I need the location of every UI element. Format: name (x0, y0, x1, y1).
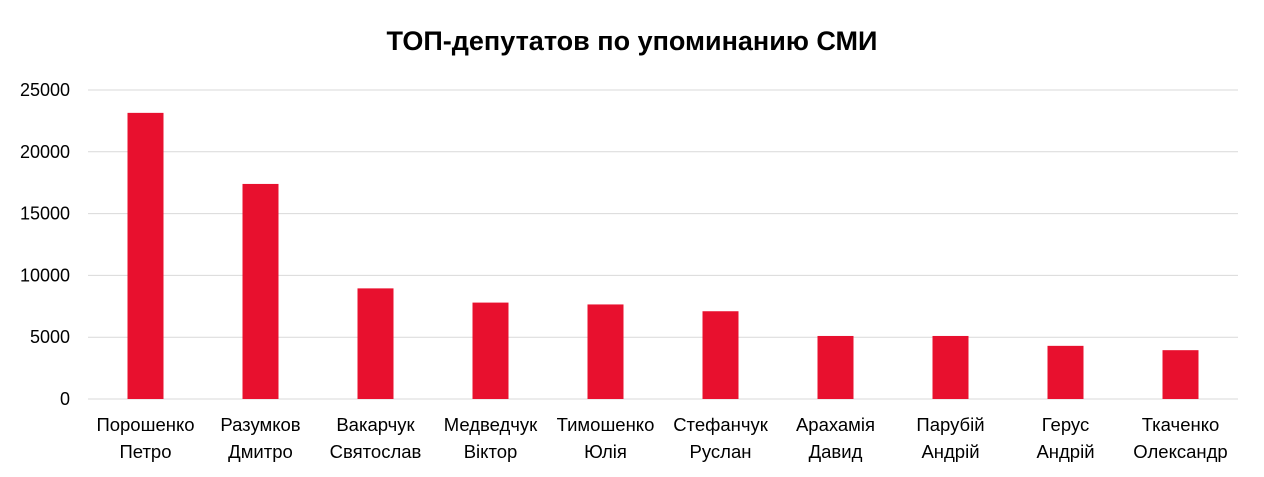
bar (357, 288, 394, 399)
y-tick-label: 20000 (20, 142, 70, 162)
x-tick-label: Андрій (921, 441, 979, 462)
x-tick-label: Разумков (220, 414, 300, 435)
y-tick-label: 5000 (30, 327, 70, 347)
y-tick-label: 25000 (20, 80, 70, 100)
x-tick-label: Парубій (916, 414, 984, 435)
x-tick-label: Стефанчук (673, 414, 769, 435)
gridlines (88, 89, 1238, 400)
x-tick-label: Ткаченко (1142, 414, 1220, 435)
x-tick-label: Арахамія (796, 414, 875, 435)
bar (587, 304, 624, 399)
y-tick-label: 0 (60, 389, 70, 409)
chart-title: ТОП-депутатов по упоминанию СМИ (387, 26, 878, 56)
bar (1047, 345, 1084, 399)
bar (472, 302, 509, 399)
bars (127, 112, 1199, 399)
x-tick-label: Андрій (1036, 441, 1094, 462)
x-tick-label: Герус (1042, 414, 1089, 435)
x-tick-label: Олександр (1133, 441, 1227, 462)
y-tick-label: 10000 (20, 265, 70, 285)
y-tick-label: 15000 (20, 204, 70, 224)
x-tick-label: Руслан (690, 441, 752, 462)
x-tick-label: Святослав (330, 441, 422, 462)
x-tick-label: Медведчук (444, 414, 538, 435)
x-tick-label: Давид (809, 441, 863, 462)
x-tick-label: Тимошенко (557, 414, 655, 435)
bar (1162, 350, 1199, 399)
x-tick-label: Порошенко (96, 414, 194, 435)
bar (817, 335, 854, 399)
x-tick-label: Віктор (464, 441, 518, 462)
bar (932, 335, 969, 399)
x-tick-label: Дмитро (228, 441, 293, 462)
bar (702, 311, 739, 399)
x-tick-label: Вакарчук (336, 414, 415, 435)
bar (127, 112, 164, 399)
x-axis-tick-labels: Порошенко Петро Разумков Дмитро Вакарчук Свят… (96, 414, 1227, 462)
y-axis-tick-labels: 0 5000 10000 15000 20000 25000 (20, 80, 70, 409)
bar (242, 183, 279, 399)
x-tick-label: Юлія (584, 441, 627, 462)
x-tick-label: Петро (119, 441, 171, 462)
